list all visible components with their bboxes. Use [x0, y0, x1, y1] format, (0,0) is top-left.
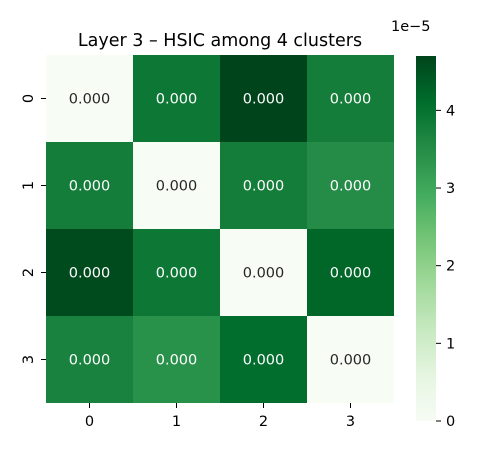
- y-tick-label: 3: [21, 355, 37, 364]
- chart-title: Layer 3 – HSIC among 4 clusters: [78, 31, 362, 51]
- heatmap-cell: [133, 316, 220, 403]
- colorbar-axis: 0 1 2 3 4: [436, 103, 455, 430]
- cell-value-label: 0.000: [243, 266, 285, 282]
- heatmap-cell: [307, 229, 394, 316]
- heatmap-cell: [46, 316, 133, 403]
- heatmap-cell: [307, 142, 394, 229]
- y-tick-label: 1: [21, 181, 37, 190]
- y-tick-label: 0: [21, 94, 37, 103]
- cell-value-label: 0.000: [243, 92, 285, 108]
- heatmap-cell: [46, 142, 133, 229]
- y-tick-label: 2: [21, 268, 37, 277]
- colorbar: [416, 56, 436, 421]
- cell-value-label: 0.000: [330, 179, 372, 195]
- cell-value-label: 0.000: [330, 92, 372, 108]
- colorbar-tick-label: 1: [446, 336, 455, 352]
- y-axis: 0 1 2 3: [21, 94, 46, 364]
- cell-value-label: 0.000: [156, 266, 198, 282]
- x-axis: 0 1 2 3: [85, 403, 355, 430]
- cell-value-label: 0.000: [330, 353, 372, 369]
- cell-value-label: 0.000: [330, 266, 372, 282]
- colorbar-tick-label: 3: [446, 181, 455, 197]
- colorbar-tick-label: 4: [446, 103, 455, 119]
- heatmap-cell: [46, 229, 133, 316]
- cell-value-label: 0.000: [69, 353, 111, 369]
- heatmap-cells: [46, 55, 394, 403]
- heatmap-cell: [220, 142, 307, 229]
- heatmap-cell: [220, 316, 307, 403]
- cell-value-label: 0.000: [243, 179, 285, 195]
- x-tick-label: 0: [85, 414, 94, 430]
- x-tick-label: 1: [172, 414, 181, 430]
- x-tick-label: 3: [346, 414, 355, 430]
- heatmap-cell: [220, 55, 307, 142]
- heatmap-cell: [133, 55, 220, 142]
- cell-value-label: 0.000: [156, 353, 198, 369]
- heatmap-cell-labels: 0.000 0.000 0.000 0.000 0.000 0.000 0.000 0.000…: [69, 92, 372, 369]
- heatmap-cell: [307, 316, 394, 403]
- heatmap-cell: [133, 142, 220, 229]
- cell-value-label: 0.000: [69, 92, 111, 108]
- colorbar-tick-label: 0: [446, 414, 455, 430]
- cell-value-label: 0.000: [69, 266, 111, 282]
- heatmap-cell: [307, 55, 394, 142]
- heatmap-cell: [220, 229, 307, 316]
- colorbar-offset-text: 1e−5: [391, 19, 431, 35]
- heatmap-cell: [133, 229, 220, 316]
- colorbar-tick-label: 2: [446, 259, 455, 275]
- cell-value-label: 0.000: [156, 179, 198, 195]
- x-tick-label: 2: [259, 414, 268, 430]
- cell-value-label: 0.000: [156, 92, 198, 108]
- cell-value-label: 0.000: [69, 179, 111, 195]
- cell-value-label: 0.000: [243, 353, 285, 369]
- heatmap-cell: [46, 55, 133, 142]
